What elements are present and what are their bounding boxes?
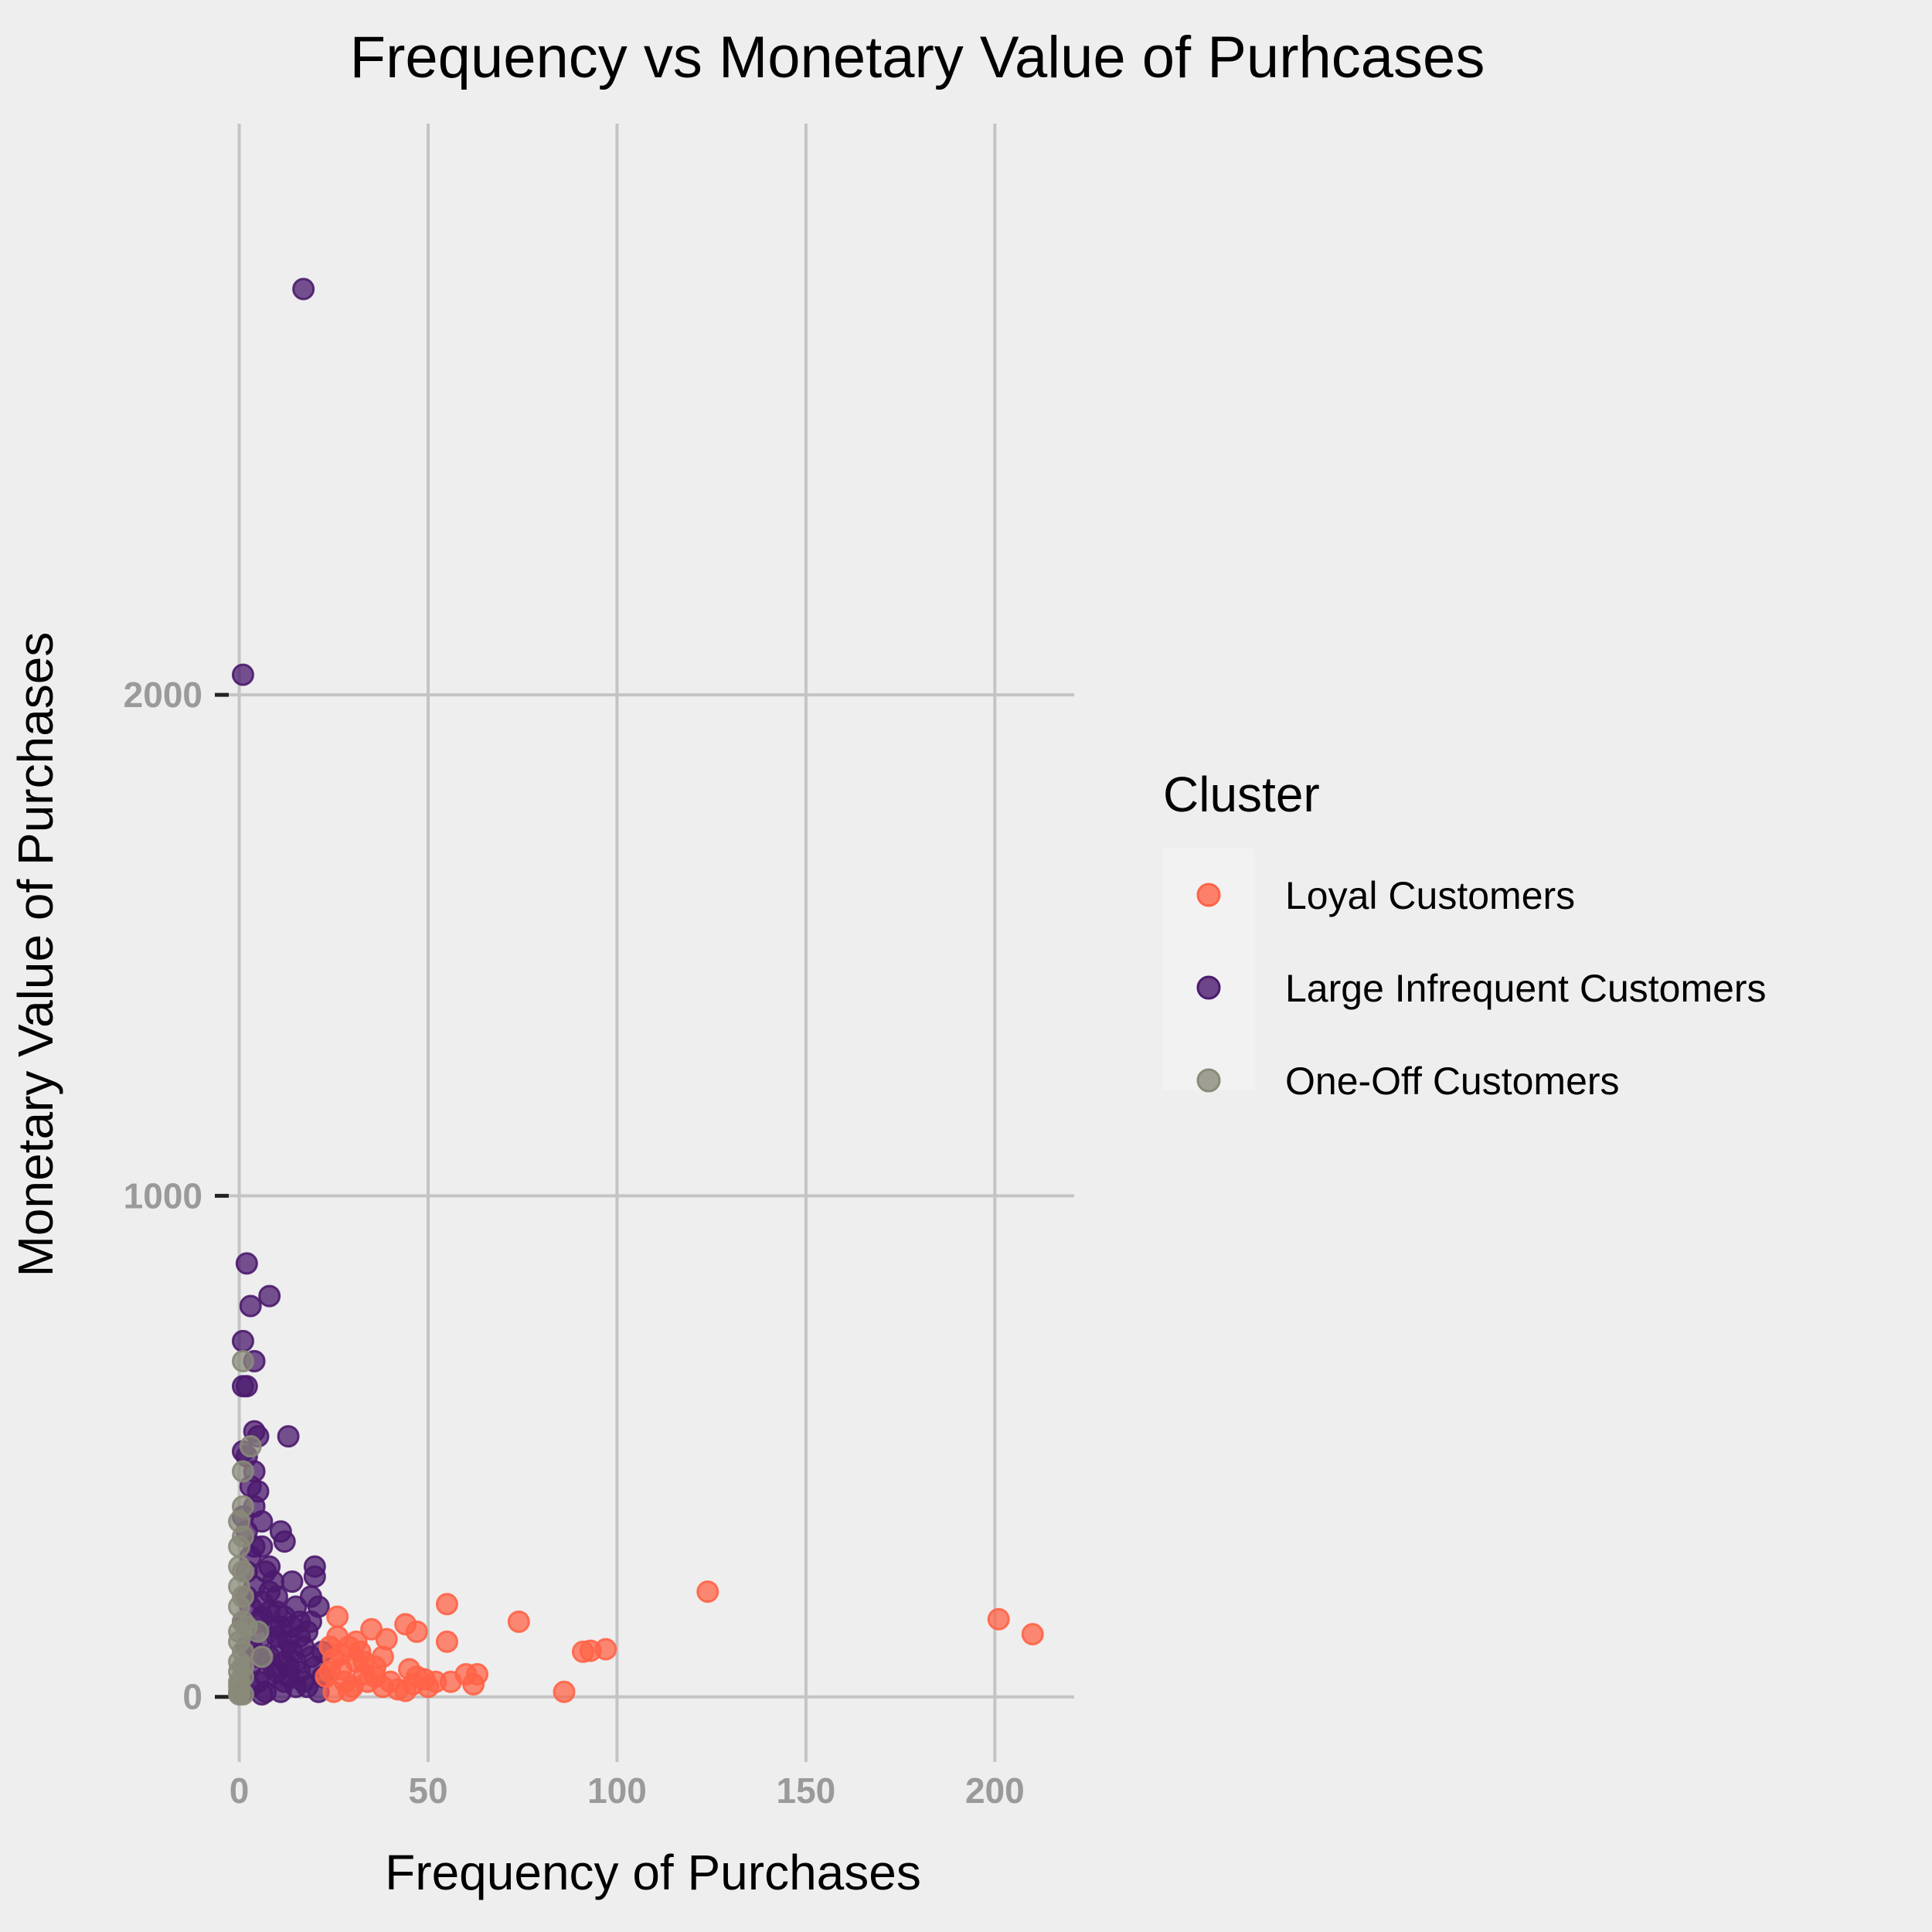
data-point [277,1425,300,1448]
data-point [553,1680,576,1703]
legend-key [1196,883,1221,907]
data-point [235,1375,258,1398]
data-point [231,1655,254,1679]
data-point [360,1617,383,1641]
x-tick-label: 200 [965,1770,1025,1811]
data-point [379,1670,402,1693]
data-point [1021,1623,1044,1646]
x-axis-label: Frequency of Purchases [385,1845,921,1900]
data-point [235,1615,258,1638]
data-point [696,1580,719,1604]
grid-lines [224,124,1074,1762]
data-point [250,1645,274,1668]
data-point [231,1682,254,1706]
data-point [288,1625,311,1648]
y-tick-label: 2000 [124,675,202,715]
data-point [303,1565,326,1588]
data-point [281,1570,304,1594]
data-point [330,1643,353,1666]
x-tick-label: 100 [587,1770,647,1811]
data-point [284,1650,308,1673]
data-point [231,1349,254,1372]
data-point [231,1460,254,1483]
data-point [231,663,254,686]
data-point [326,1605,349,1628]
legend: Cluster Loyal Customers Large Infrequent … [1163,767,1767,1103]
data-point [579,1639,602,1662]
data-point [258,1284,281,1308]
legend-label: Loyal Customers [1285,874,1575,917]
data-point [250,1682,274,1706]
legend-label: One-Off Customers [1285,1060,1620,1103]
data-point [258,1580,281,1604]
x-tick-label: 0 [230,1770,250,1811]
data-point [239,1294,262,1318]
y-tick-label: 1000 [124,1175,202,1216]
legend-label: Large Infrequent Customers [1285,967,1767,1010]
data-point [273,1530,296,1553]
data-point [269,1635,292,1658]
data-point [250,1510,274,1533]
legend-title: Cluster [1163,767,1320,822]
data-point [265,1600,288,1624]
data-point [435,1593,458,1616]
data-point [405,1620,428,1643]
data-point [228,1555,251,1578]
data-point [435,1630,458,1653]
data-point [337,1679,360,1702]
y-tick-label: 0 [182,1677,202,1717]
data-point [292,277,315,301]
data-point [231,1585,254,1608]
x-tick-label: 50 [408,1770,447,1811]
data-points [228,277,1044,1706]
data-point [352,1650,376,1673]
legend-key [1196,975,1221,1000]
data-point [231,1525,254,1548]
data-point [507,1610,530,1633]
data-point [235,1252,258,1275]
data-point [299,1610,322,1633]
data-point [417,1675,440,1699]
chart-title: Frequency vs Monetary Value of Purhcases [350,25,1485,90]
legend-items: Loyal Customers Large Infrequent Customer… [1196,874,1767,1103]
data-point [239,1435,262,1458]
data-point [231,1329,254,1352]
y-axis-label: Monetary Value of Purchases [8,632,63,1277]
data-point [987,1607,1010,1631]
legend-key [1196,1068,1221,1093]
x-tick-label: 150 [777,1770,836,1811]
